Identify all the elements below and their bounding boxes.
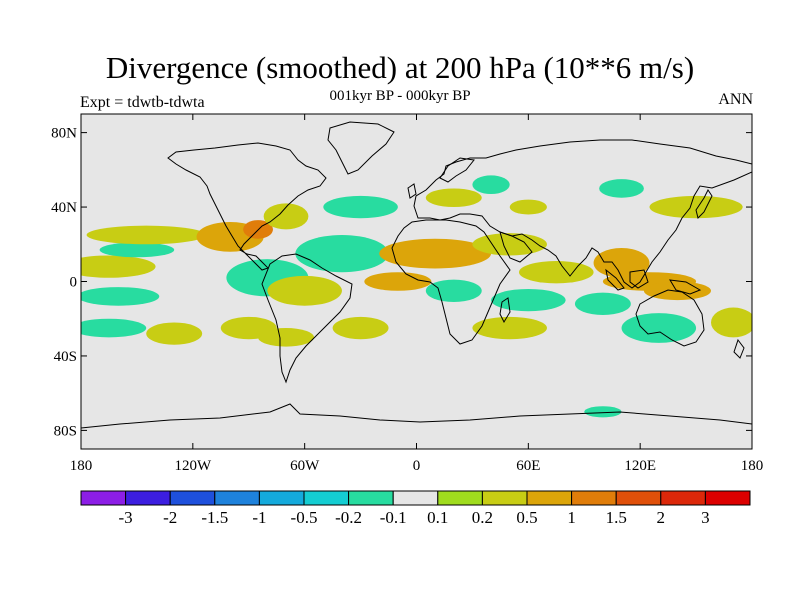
experiment-label: Expt = tdwtb-tdwta: [80, 94, 205, 111]
coastline-borneo: [629, 269, 649, 289]
coastline-greenland: [327, 121, 395, 175]
colorbar-label: 0.1: [427, 508, 448, 527]
colorbar-swatch: [660, 490, 706, 506]
lon-tick-label: 60E: [516, 458, 540, 474]
lat-tick-label: 40S: [54, 349, 77, 365]
colorbar-label: 3: [701, 508, 710, 527]
colorbar-label: -3: [119, 508, 133, 527]
divergence-patch: [472, 233, 547, 256]
divergence-patch: [81, 318, 147, 338]
colorbar-label: -0.1: [380, 508, 407, 527]
lon-tick-label: 120E: [624, 458, 656, 474]
coastline-madagascar: [499, 297, 511, 324]
coastline-antarctica: [81, 403, 752, 429]
colorbar-swatch: [437, 490, 483, 506]
colorbar-label: -0.5: [291, 508, 318, 527]
plot-title: Divergence (smoothed) at 200 hPa (10**6 …: [105, 50, 695, 85]
colorbar-swatch: [348, 490, 394, 506]
colorbar-swatch: [392, 490, 439, 506]
divergence-patch: [364, 272, 432, 291]
colorbar-swatch: [571, 490, 617, 506]
lon-tick-label: 0: [413, 458, 421, 474]
coastline-south-america: [261, 253, 353, 384]
colorbar: -3 -2 -1.5 -1 -0.5 -0.2 -0.1 0.1 0.2 0.5 1 1.5 2 3: [80, 490, 751, 527]
divergence-patch: [332, 316, 389, 340]
colorbar-swatch: [303, 490, 350, 506]
colorbar-swatch: [214, 490, 260, 506]
divergence-patch: [323, 195, 398, 219]
coastline-britain: [407, 183, 417, 199]
coastline-new-zealand: [733, 338, 745, 359]
season-label: ANN: [718, 91, 753, 108]
divergence-patch: [258, 328, 314, 347]
divergence-patch: [86, 225, 206, 245]
divergence-patch: [379, 238, 492, 269]
latitude-axis: 80N 40N 0 40S 80S: [51, 126, 752, 439]
colorbar-label: -1.5: [201, 508, 228, 527]
lat-tick-label: 40N: [51, 200, 77, 216]
divergence-patch: [267, 275, 342, 306]
divergence-patch: [593, 248, 650, 278]
lat-tick-label: 0: [70, 275, 78, 291]
divergence-patch: [99, 242, 175, 258]
colorbar-swatch: [526, 490, 573, 506]
divergence-patch: [81, 287, 160, 306]
coastlines: [81, 121, 752, 429]
colorbar-label: 2: [657, 508, 666, 527]
coastline-africa: [391, 219, 511, 345]
divergence-patch: [81, 255, 156, 278]
lat-tick-label: 80N: [51, 126, 77, 142]
coastline-japan: [695, 189, 713, 219]
divergence-patch: [574, 292, 631, 316]
colorbar-swatch: [125, 490, 171, 506]
coastline-north-america: [167, 142, 327, 271]
divergence-patch: [599, 179, 644, 198]
coastline-new-guinea: [669, 279, 702, 295]
colorbar-swatch: [704, 490, 751, 506]
colorbar-label: 0.2: [472, 508, 493, 527]
coastline-scandinavia: [439, 157, 475, 183]
divergence-patch: [425, 279, 482, 302]
coastline-sumatra: [605, 268, 625, 291]
divergence-patch: [295, 234, 389, 273]
divergence-patch: [263, 203, 309, 230]
divergence-patch: [711, 307, 752, 338]
longitude-axis: 180 120W 60W 0 60E 120E 180: [70, 114, 764, 474]
coastline-eurasia: [413, 139, 752, 289]
lon-tick-label: 180: [741, 458, 764, 474]
divergence-patch: [472, 316, 547, 340]
divergence-patch: [584, 406, 622, 418]
colorbar-swatch: [615, 490, 662, 506]
colorbar-swatch: [169, 490, 216, 506]
divergence-patch: [509, 199, 547, 215]
colorbar-label: 0.5: [516, 508, 537, 527]
divergence-patch: [472, 175, 510, 195]
lat-tick-label: 80S: [54, 423, 77, 439]
colorbar-swatch: [258, 490, 305, 506]
colorbar-label: 1: [567, 508, 576, 527]
divergence-patch: [146, 322, 203, 345]
colorbar-label: -0.2: [335, 508, 362, 527]
colorbar-label: 1.5: [606, 508, 627, 527]
lon-tick-label: 180: [70, 458, 93, 474]
coastline-arabia: [499, 231, 533, 263]
divergence-patch: [621, 313, 697, 343]
lon-tick-label: 60W: [290, 458, 320, 474]
divergence-patch: [649, 195, 743, 219]
coastline-australia: [635, 289, 705, 347]
plot-subtitle: 001kyr BP - 000kyr BP: [329, 88, 471, 104]
divergence-patch: [519, 261, 594, 284]
colorbar-label: -1: [252, 508, 266, 527]
divergence-patch: [491, 288, 566, 312]
lon-tick-label: 120W: [174, 458, 212, 474]
colorbar-label: -2: [163, 508, 177, 527]
divergence-patch: [425, 188, 482, 208]
colorbar-swatch: [80, 490, 127, 506]
colorbar-swatch: [481, 490, 528, 506]
